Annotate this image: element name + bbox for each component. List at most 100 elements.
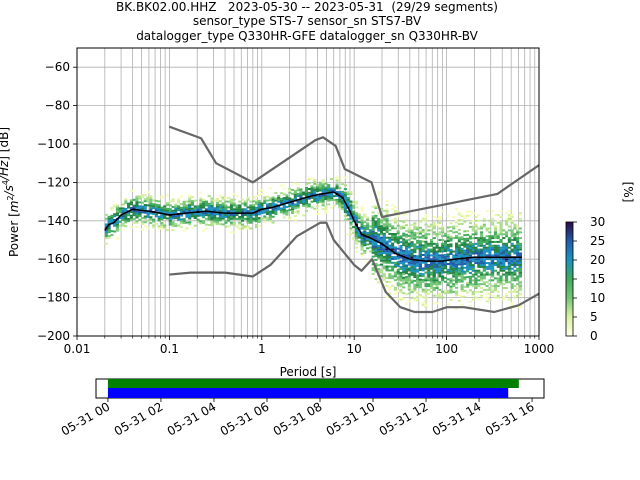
- histogram-cell: [185, 215, 189, 218]
- histogram-cell: [491, 279, 495, 282]
- histogram-cell: [168, 219, 172, 222]
- histogram-cell: [229, 202, 233, 205]
- histogram-cell: [157, 209, 161, 212]
- histogram-cell: [149, 222, 153, 225]
- histogram-cell: [107, 219, 111, 222]
- histogram-cell: [477, 227, 481, 230]
- histogram-cell: [168, 215, 172, 218]
- histogram-cell: [455, 294, 459, 297]
- histogram-cell: [385, 265, 389, 268]
- histogram-cell: [368, 233, 372, 236]
- histogram-cell: [377, 191, 381, 194]
- histogram-cell: [349, 190, 353, 193]
- histogram-cell: [418, 255, 422, 258]
- histogram-cell: [505, 219, 509, 222]
- histogram-cell: [165, 207, 170, 210]
- histogram-cell: [313, 190, 317, 193]
- histogram-cell: [488, 288, 492, 291]
- histogram-cell: [149, 195, 153, 198]
- histogram-cell: [457, 294, 461, 297]
- histogram-cell: [485, 210, 489, 213]
- histogram-cell: [277, 194, 281, 197]
- histogram-cell: [516, 254, 520, 257]
- histogram-cell: [293, 195, 297, 198]
- histogram-cell: [366, 243, 370, 246]
- histogram-cell: [349, 227, 353, 230]
- histogram-cell: [471, 212, 475, 215]
- histogram-cell: [218, 194, 222, 197]
- histogram-cell: [507, 260, 511, 263]
- histogram-cell: [449, 245, 453, 248]
- histogram-cell: [429, 250, 434, 253]
- histogram-cell: [474, 279, 478, 282]
- histogram-cell: [202, 220, 206, 223]
- histogram-cell: [241, 202, 245, 205]
- histogram-cell: [388, 238, 392, 241]
- histogram-cell: [502, 237, 506, 240]
- histogram-cell: [427, 265, 431, 268]
- histogram-cell: [204, 214, 208, 217]
- histogram-cell: [257, 211, 261, 214]
- histogram-cell: [393, 286, 397, 289]
- histogram-cell: [349, 208, 353, 211]
- histogram-cell: [421, 250, 425, 253]
- histogram-cell: [399, 279, 403, 282]
- histogram-cell: [254, 212, 258, 215]
- histogram-cell: [115, 219, 120, 222]
- histogram-cell: [516, 260, 520, 263]
- histogram-cell: [418, 221, 422, 224]
- histogram-cell: [485, 239, 489, 241]
- histogram-cell: [379, 240, 384, 243]
- histogram-cell: [329, 189, 334, 192]
- histogram-cell: [427, 263, 431, 266]
- histogram-cell: [438, 267, 442, 270]
- histogram-cell: [493, 263, 497, 266]
- histogram-cell: [341, 183, 345, 186]
- histogram-cell: [146, 227, 150, 230]
- histogram-cell: [168, 210, 172, 213]
- histogram-cell: [404, 277, 409, 280]
- histogram-cell: [485, 248, 489, 251]
- histogram-cell: [460, 222, 464, 225]
- histogram-cell: [241, 227, 245, 230]
- histogram-cell: [174, 203, 178, 206]
- histogram-cell: [113, 205, 117, 208]
- histogram-cell: [165, 194, 170, 197]
- histogram-cell: [482, 240, 486, 243]
- histogram-cell: [346, 200, 350, 203]
- histogram-cell: [513, 269, 517, 272]
- histogram-cell: [518, 267, 523, 270]
- histogram-cell: [404, 266, 409, 269]
- histogram-cell: [249, 208, 253, 211]
- histogram-cell: [307, 182, 311, 185]
- histogram-cell: [480, 254, 484, 257]
- histogram-cell: [438, 262, 442, 265]
- histogram-cell: [377, 239, 381, 242]
- timeline-tick-label: 05-31 02: [112, 399, 166, 438]
- histogram-cell: [499, 227, 503, 230]
- histogram-cell: [218, 209, 222, 212]
- histogram-cell: [432, 246, 436, 249]
- histogram-cell: [335, 191, 339, 194]
- histogram-cell: [507, 214, 511, 217]
- histogram-cell: [149, 212, 153, 215]
- histogram-cell: [224, 210, 228, 213]
- histogram-cell: [516, 263, 520, 266]
- histogram-cell: [413, 256, 417, 259]
- histogram-cell: [493, 225, 497, 228]
- histogram-cell: [480, 273, 484, 276]
- histogram-cell: [304, 192, 309, 195]
- histogram-cell: [260, 202, 264, 205]
- histogram-cell: [427, 242, 431, 245]
- histogram-cell: [402, 263, 406, 266]
- histogram-cell: [424, 242, 428, 245]
- histogram-cell: [505, 294, 509, 297]
- histogram-cell: [241, 210, 245, 213]
- histogram-cell: [416, 239, 420, 242]
- histogram-cell: [449, 262, 453, 265]
- histogram-cell: [468, 254, 472, 257]
- timeline-bars: [107, 379, 519, 398]
- histogram-cell: [446, 291, 450, 294]
- histogram-cell: [321, 208, 325, 211]
- histogram-cell: [154, 207, 158, 210]
